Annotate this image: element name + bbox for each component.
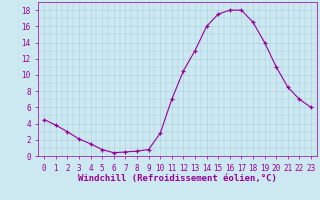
X-axis label: Windchill (Refroidissement éolien,°C): Windchill (Refroidissement éolien,°C) (78, 174, 277, 183)
